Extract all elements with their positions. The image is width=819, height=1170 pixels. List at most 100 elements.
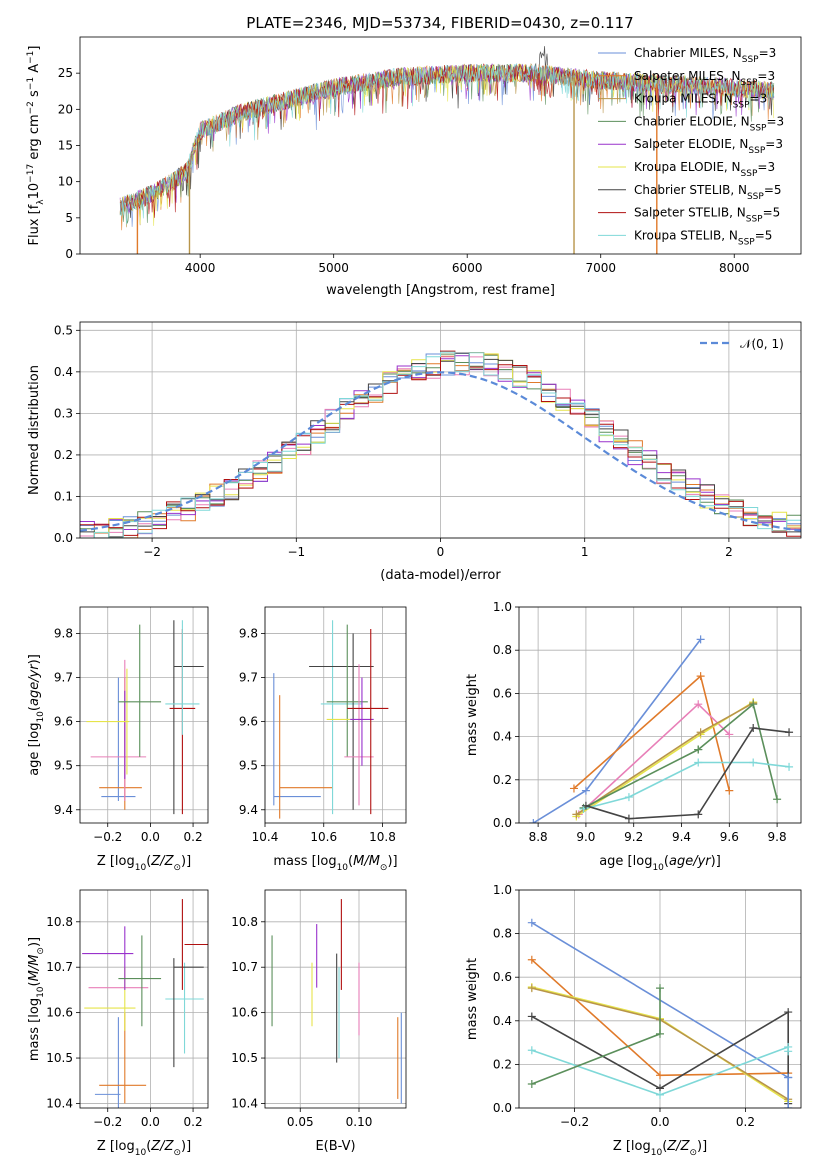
weight-marker [785, 762, 794, 771]
weight-marker [749, 758, 758, 767]
weight-marker [694, 758, 703, 767]
label-part: ( [27, 706, 42, 711]
label-part: SSP [747, 192, 764, 202]
residuals-panel: −2 −1 0 1 2 0.0 0.1 0.2 0.3 0.4 0.5 𝒩(0, 1) (data-mo… [27, 321, 802, 583]
label-part: Kroupa STELIB, N [634, 228, 738, 242]
label-part: age/yr [669, 854, 712, 869]
weight-marker [572, 810, 581, 819]
x-axis-label: wavelength [Angstrom, rest frame] [326, 283, 555, 298]
label-part: ⊙ [173, 863, 181, 873]
x-tick-label: −0.2 [93, 830, 122, 844]
y-tick-label: 9.5 [239, 759, 258, 773]
label-part: )] [27, 654, 42, 664]
weight-series-0 [532, 638, 702, 823]
weight-marker [725, 730, 734, 739]
y-tick-label: 9.6 [54, 715, 73, 729]
axes-frame [518, 889, 802, 1109]
label-part: )] [387, 854, 397, 869]
x-tick-label: 9.8 [768, 830, 787, 844]
gaussian-curve [80, 371, 801, 532]
label-part: M/M [353, 854, 380, 869]
label-part: E(B-V) [315, 1139, 355, 1154]
y-tick-label: 9.6 [239, 715, 258, 729]
x-tick-label: 9.4 [672, 830, 691, 844]
histogram-7 [80, 350, 801, 537]
x-tick-label: 0.05 [287, 1115, 314, 1129]
x-tick-label: 0.0 [650, 1115, 669, 1129]
x-tick-label: 10.8 [369, 830, 396, 844]
label-part: 10 [135, 1148, 147, 1158]
x-tick-label: 0.10 [346, 1115, 373, 1129]
label-part: ⊙ [36, 947, 46, 955]
x-tick-label: 0.0 [141, 830, 160, 844]
plot-area [271, 899, 402, 1104]
label-part: Z/Z [150, 854, 174, 869]
weight-marker [624, 793, 633, 802]
x-tick-label: 9.6 [720, 830, 739, 844]
weight-marker [694, 810, 703, 819]
y-axis-label: mass [log10(M/M⊙)] [27, 937, 46, 1061]
label-part: Z [log [613, 1139, 651, 1154]
label-part: Flux [f [27, 204, 42, 245]
axes-frame [518, 606, 802, 824]
x-tick-label: 10.4 [252, 830, 279, 844]
label-part: SSP [748, 146, 765, 156]
y-tick-label: 25 [58, 66, 73, 80]
plot-area [273, 620, 389, 819]
label-part: SSP [738, 237, 755, 247]
plot-area [82, 899, 208, 1108]
weight-marker [784, 1104, 793, 1108]
plot-area [119, 46, 775, 254]
y-tick-label: 0.6 [493, 686, 512, 700]
y-tick-label: 0.4 [493, 1014, 512, 1028]
x-tick-label: 7000 [585, 261, 616, 275]
legend-label: Kroupa STELIB, NSSP=5 [634, 228, 772, 247]
label-part: age [log [27, 723, 42, 776]
label-part: −1 [26, 77, 36, 90]
label-part: Z [log [97, 854, 135, 869]
label-part: −1 [26, 51, 36, 64]
x-axis-label: age [log10(age/yr)] [599, 854, 721, 873]
weight-marker [696, 635, 705, 644]
label-part: −17 [26, 164, 36, 183]
y-tick-label: 9.5 [54, 759, 73, 773]
label-part: =5 [763, 206, 781, 220]
y-tick-label: 1.0 [493, 883, 512, 897]
label-part: =5 [755, 228, 773, 242]
weight-marker [581, 786, 590, 795]
y-axis-label: mass weight [465, 674, 480, 756]
y-tick-label: 0.6 [493, 970, 512, 984]
age-vs-metallicity-panel: −0.2 0.0 0.29.49.59.69.79.8Z [log10(Z/Z⊙)]… [27, 606, 209, 873]
label-part: =3 [766, 114, 784, 128]
y-tick-label: 10.5 [46, 1051, 73, 1065]
x-tick-label: 9.0 [576, 830, 595, 844]
label-part: ⊙ [380, 863, 388, 873]
label-part: )] [181, 1139, 191, 1154]
y-tick-label: 0.8 [493, 927, 512, 941]
y-tick-label: 20 [58, 102, 73, 116]
legend-label: Salpeter STELIB, NSSP=5 [634, 206, 780, 225]
label-part: mass [log [273, 854, 336, 869]
x-tick-label: 2 [725, 545, 733, 559]
y-tick-label: 10.6 [231, 1006, 258, 1020]
y-tick-label: 0.1 [54, 489, 73, 503]
label-part: Kroupa ELODIE, N [634, 160, 741, 174]
spectrum-series-8 [119, 63, 775, 225]
label-part: erg cm [27, 114, 42, 163]
x-tick-label: 0 [437, 545, 445, 559]
label-part: mass [log [27, 998, 42, 1061]
x-tick-label: −0.2 [93, 1115, 122, 1129]
label-part: )] [181, 854, 191, 869]
label-part: Chabrier STELIB, N [634, 183, 747, 197]
weight-marker [581, 801, 590, 810]
figure-title: PLATE=2346, MJD=53734, FIBERID=0430, z=0… [246, 14, 633, 32]
label-part: Salpeter STELIB, N [634, 206, 746, 220]
spectrum-panel: 4000 5000 6000 7000 8000 0 5 10 15 20 25 Chabrier M… [26, 36, 802, 298]
y-tick-label: 9.8 [54, 626, 73, 640]
weight-marker [696, 672, 705, 681]
label-part: =3 [759, 46, 777, 60]
weight-marker [784, 1073, 793, 1082]
weight-marker [527, 955, 536, 964]
label-part: Chabrier ELODIE, N [634, 114, 750, 128]
